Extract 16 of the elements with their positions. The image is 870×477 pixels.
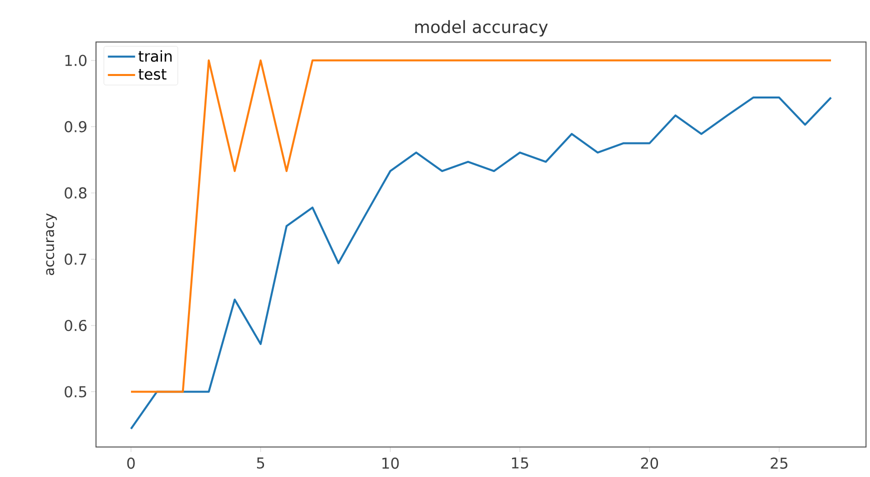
y-tick-label: 0.6: [64, 320, 87, 332]
x-tick-label: 0: [127, 458, 135, 469]
x-tick-label: 20: [641, 458, 658, 469]
x-tick-label: 25: [770, 458, 788, 469]
legend-label: train: [138, 50, 172, 62]
y-tick-label: 0.5: [64, 386, 86, 398]
y-tick-label: 1.0: [65, 54, 86, 66]
x-tick-label: 5: [257, 458, 264, 469]
y-tick-label: 0.9: [64, 121, 86, 132]
x-tick-label: 15: [512, 458, 528, 469]
y-tick-label: 0.8: [64, 187, 86, 199]
y-tick-label: 0.7: [64, 254, 86, 265]
chart-title: model accuracy: [415, 20, 548, 36]
legend-label: test: [138, 69, 166, 80]
y-axis-title: accuracy: [46, 213, 57, 276]
x-tick-label: 10: [382, 458, 399, 469]
